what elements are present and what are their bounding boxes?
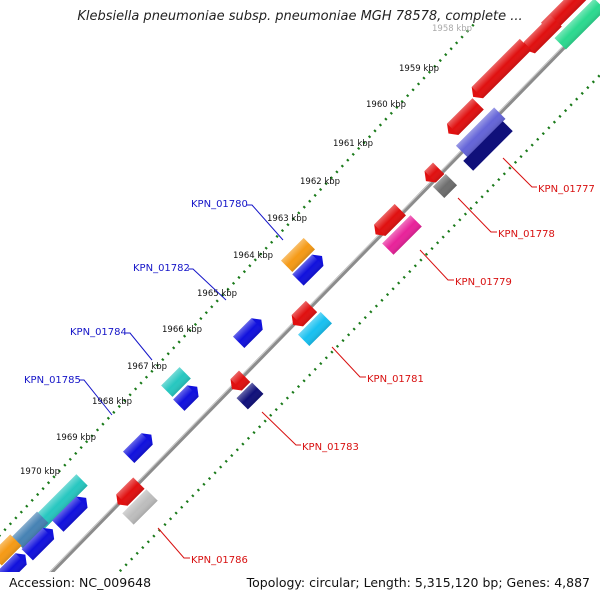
gene-arrow <box>374 204 406 236</box>
gene-arrow <box>0 534 22 566</box>
leader-KPN_01778 <box>457 197 497 233</box>
leader-KPN_01784 <box>125 332 153 361</box>
gene-labels: KPN_01780 KPN_01782 KPN_01784 KPN_01785 … <box>24 184 595 566</box>
gene-arrow <box>21 527 55 561</box>
gene-arrow <box>230 370 251 391</box>
gene-label-reverse[interactable]: KPN_01779 <box>455 277 512 288</box>
leader-KPN_01783 <box>261 411 301 446</box>
tick-label: 1963 kbp <box>267 214 307 224</box>
tick-label: 1970 kbp <box>20 467 60 477</box>
leader-KPN_01786 <box>157 527 190 559</box>
gene-label-reverse[interactable]: KPN_01786 <box>191 555 248 566</box>
gene-arrow <box>291 300 318 327</box>
leader-KPN_01779 <box>419 249 454 281</box>
gene-arrow <box>554 0 600 50</box>
gene-arrow <box>523 15 562 54</box>
gene-arrow <box>123 433 153 463</box>
gene-arrow <box>122 489 158 525</box>
leader-KPN_01777 <box>502 157 537 188</box>
gene-arrow <box>471 38 532 99</box>
tick-label: 1964 kbp <box>233 251 273 261</box>
gene-arrow <box>455 107 506 158</box>
topology-text: Topology: circular; Length: 5,315,120 bp… <box>246 575 590 590</box>
tick-label: 1968 kbp <box>92 397 132 407</box>
tick-label: 1959 kbp <box>399 64 439 74</box>
gene-arrow <box>447 98 484 135</box>
gene-label-forward[interactable]: KPN_01780 <box>191 199 248 210</box>
gene-label-reverse[interactable]: KPN_01783 <box>302 442 359 453</box>
gene-label-forward[interactable]: KPN_01784 <box>70 327 127 338</box>
tick-label: 1967 kbp <box>127 362 167 372</box>
gene-label-forward[interactable]: KPN_01785 <box>24 375 81 386</box>
tick-labels: 1958 kbp 1959 kbp 1960 kbp 1961 kbp 1962… <box>20 24 472 477</box>
tick-label: 1958 kbp <box>432 24 472 34</box>
gene-arrow <box>424 162 445 183</box>
tick-label: 1965 kbp <box>197 289 237 299</box>
reverse-strand-genes <box>116 15 562 525</box>
gene-arrow <box>116 477 145 506</box>
gene-label-reverse[interactable]: KPN_01781 <box>367 374 424 385</box>
tick-label: 1961 kbp <box>333 139 373 149</box>
leader-KPN_01780 <box>246 204 284 241</box>
map-title: Klebsiella pneumoniae subsp. pneumoniae … <box>77 9 523 24</box>
gene-arrow <box>233 318 263 348</box>
gene-arrow <box>463 121 513 171</box>
leader-lines <box>79 157 537 559</box>
gene-arrow <box>298 312 332 346</box>
gene-label-reverse[interactable]: KPN_01777 <box>538 184 595 195</box>
footer-bar <box>0 572 600 600</box>
gene-arrow <box>236 382 264 410</box>
gene-arrow <box>432 173 458 199</box>
gene-arrow <box>52 496 88 532</box>
tick-label: 1960 kbp <box>366 100 406 110</box>
gene-label-reverse[interactable]: KPN_01778 <box>498 229 555 240</box>
tick-label: 1962 kbp <box>300 177 340 187</box>
gene-arrow <box>292 254 324 286</box>
gene-arrow <box>161 367 191 397</box>
leader-KPN_01782 <box>188 268 227 301</box>
tick-label: 1969 kbp <box>56 433 96 443</box>
tick-label: 1966 kbp <box>162 325 202 335</box>
gene-label-forward[interactable]: KPN_01782 <box>133 263 190 274</box>
gene-arrow <box>281 238 315 272</box>
gene-arrow <box>382 215 422 255</box>
forward-strand-genes <box>0 0 600 583</box>
gene-arrow <box>11 511 49 549</box>
leader-KPN_01785 <box>79 379 113 416</box>
tick-ring-inner <box>91 74 600 600</box>
leader-KPN_01781 <box>331 346 366 378</box>
gene-arrow <box>173 385 199 411</box>
accession-text: Accession: NC_009648 <box>9 575 152 590</box>
